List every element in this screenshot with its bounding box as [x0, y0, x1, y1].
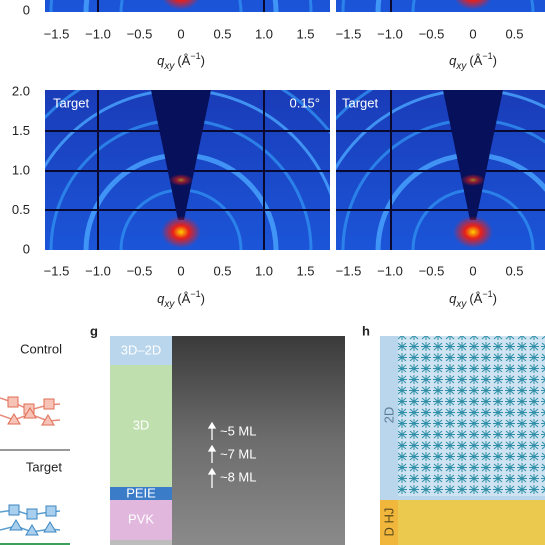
x-label-close: ) — [201, 53, 205, 68]
thickness-label: ~8 ML — [220, 469, 257, 484]
x-label-symbol: q — [157, 291, 165, 306]
x-label-close: ) — [493, 53, 497, 68]
x-label-symbol: q — [157, 53, 165, 68]
y-tick-label: 1.5 — [12, 123, 30, 138]
x-label-unit: (Å — [177, 53, 190, 68]
y-tick-label: 0.5 — [12, 202, 30, 217]
x-tick-label: −1.5 — [44, 26, 70, 41]
spot — [461, 174, 485, 186]
panel-letter: h — [362, 323, 370, 338]
x-tick-label: 0.5 — [505, 263, 523, 278]
x-label-symbol: q — [449, 53, 457, 68]
thickness-label: ~7 ML — [220, 446, 257, 461]
legend-markers — [0, 396, 70, 545]
thickness-label: ~5 ML — [220, 423, 257, 438]
x-tick-label: 0 — [469, 263, 476, 278]
panel-title: Target — [342, 95, 379, 110]
x-label-unit: (Å — [177, 291, 190, 306]
heatmap — [336, 0, 545, 12]
x-label-exponent: −1 — [190, 51, 200, 61]
x-tick-label: 1.5 — [296, 26, 314, 41]
x-axis-label: qxy (Å−1) — [157, 289, 205, 309]
x-label-subscript: xy — [455, 61, 467, 72]
x-label-exponent: −1 — [482, 289, 492, 299]
x-tick-label: 0.5 — [213, 263, 231, 278]
y-tick-label: 0 — [23, 2, 30, 17]
x-axis-label: qxy (Å−1) — [157, 51, 205, 71]
heatmap — [336, 90, 545, 250]
layer-label: 3D — [133, 417, 150, 432]
layer-label: 3D–2D — [121, 342, 161, 357]
x-axis-label: qxy (Å−1) — [449, 289, 497, 309]
x-tick-label: −0.5 — [127, 263, 153, 278]
x-label-exponent: −1 — [190, 289, 200, 299]
x-label-close: ) — [493, 291, 497, 306]
x-tick-label: −1.5 — [336, 263, 362, 278]
heatmap — [45, 90, 330, 250]
x-label-unit: (Å — [469, 53, 482, 68]
x-tick-label: 0 — [177, 263, 184, 278]
x-axis-label: qxy (Å−1) — [449, 51, 497, 71]
region-label: 2D — [381, 407, 396, 424]
x-tick-label: 0 — [177, 26, 184, 41]
x-label-subscript: xy — [455, 299, 467, 310]
panel-letter: g — [90, 323, 98, 338]
x-label-symbol: q — [449, 291, 457, 306]
x-label-subscript: xy — [163, 61, 175, 72]
heatmap — [45, 0, 330, 12]
x-tick-label: −1.0 — [377, 26, 403, 41]
layer-label: PEIE — [126, 485, 156, 500]
y-tick-label: 0 — [23, 241, 30, 256]
spot — [162, 0, 200, 10]
x-label-unit: (Å — [469, 291, 482, 306]
x-tick-label: 0 — [469, 26, 476, 41]
x-tick-label: −0.5 — [419, 26, 445, 41]
beam-cone — [151, 90, 211, 220]
x-tick-label: 1.0 — [255, 263, 273, 278]
beam-cone — [443, 90, 503, 220]
x-tick-label: 0.5 — [213, 26, 231, 41]
x-tick-label: −1.5 — [44, 263, 70, 278]
spot — [454, 0, 492, 10]
panel-g — [110, 336, 345, 545]
angle-label: 0.15° — [289, 95, 320, 110]
region-label: D HJ — [381, 508, 396, 537]
x-label-subscript: xy — [163, 299, 175, 310]
y-tick-label: 2.0 — [12, 83, 30, 98]
panel-title: Target — [53, 95, 90, 110]
x-tick-label: −1.0 — [377, 263, 403, 278]
x-tick-label: 1.5 — [296, 263, 314, 278]
x-tick-label: 1.0 — [255, 26, 273, 41]
x-tick-label: −1.0 — [85, 263, 111, 278]
spot — [161, 216, 201, 248]
x-tick-label: −0.5 — [419, 263, 445, 278]
x-label-exponent: −1 — [482, 51, 492, 61]
x-tick-label: −0.5 — [127, 26, 153, 41]
heatmap-bg — [336, 0, 545, 12]
x-tick-label: −1.0 — [85, 26, 111, 41]
legend-label: Control — [20, 341, 62, 356]
y-tick-label: 1.0 — [12, 162, 30, 177]
x-label-close: ) — [201, 291, 205, 306]
layer-label: PVK — [128, 511, 154, 526]
spot — [453, 216, 493, 248]
spot — [169, 174, 193, 186]
panel-h — [380, 336, 545, 545]
x-tick-label: −1.5 — [336, 26, 362, 41]
legend-label: Target — [26, 459, 63, 474]
x-tick-label: 0.5 — [505, 26, 523, 41]
